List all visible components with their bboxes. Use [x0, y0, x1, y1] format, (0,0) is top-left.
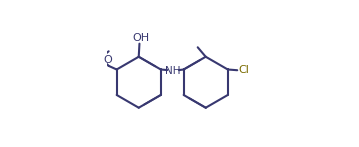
Text: Cl: Cl — [238, 65, 249, 75]
Text: NH: NH — [165, 66, 181, 76]
Text: OH: OH — [132, 33, 149, 43]
Text: O: O — [103, 55, 112, 65]
